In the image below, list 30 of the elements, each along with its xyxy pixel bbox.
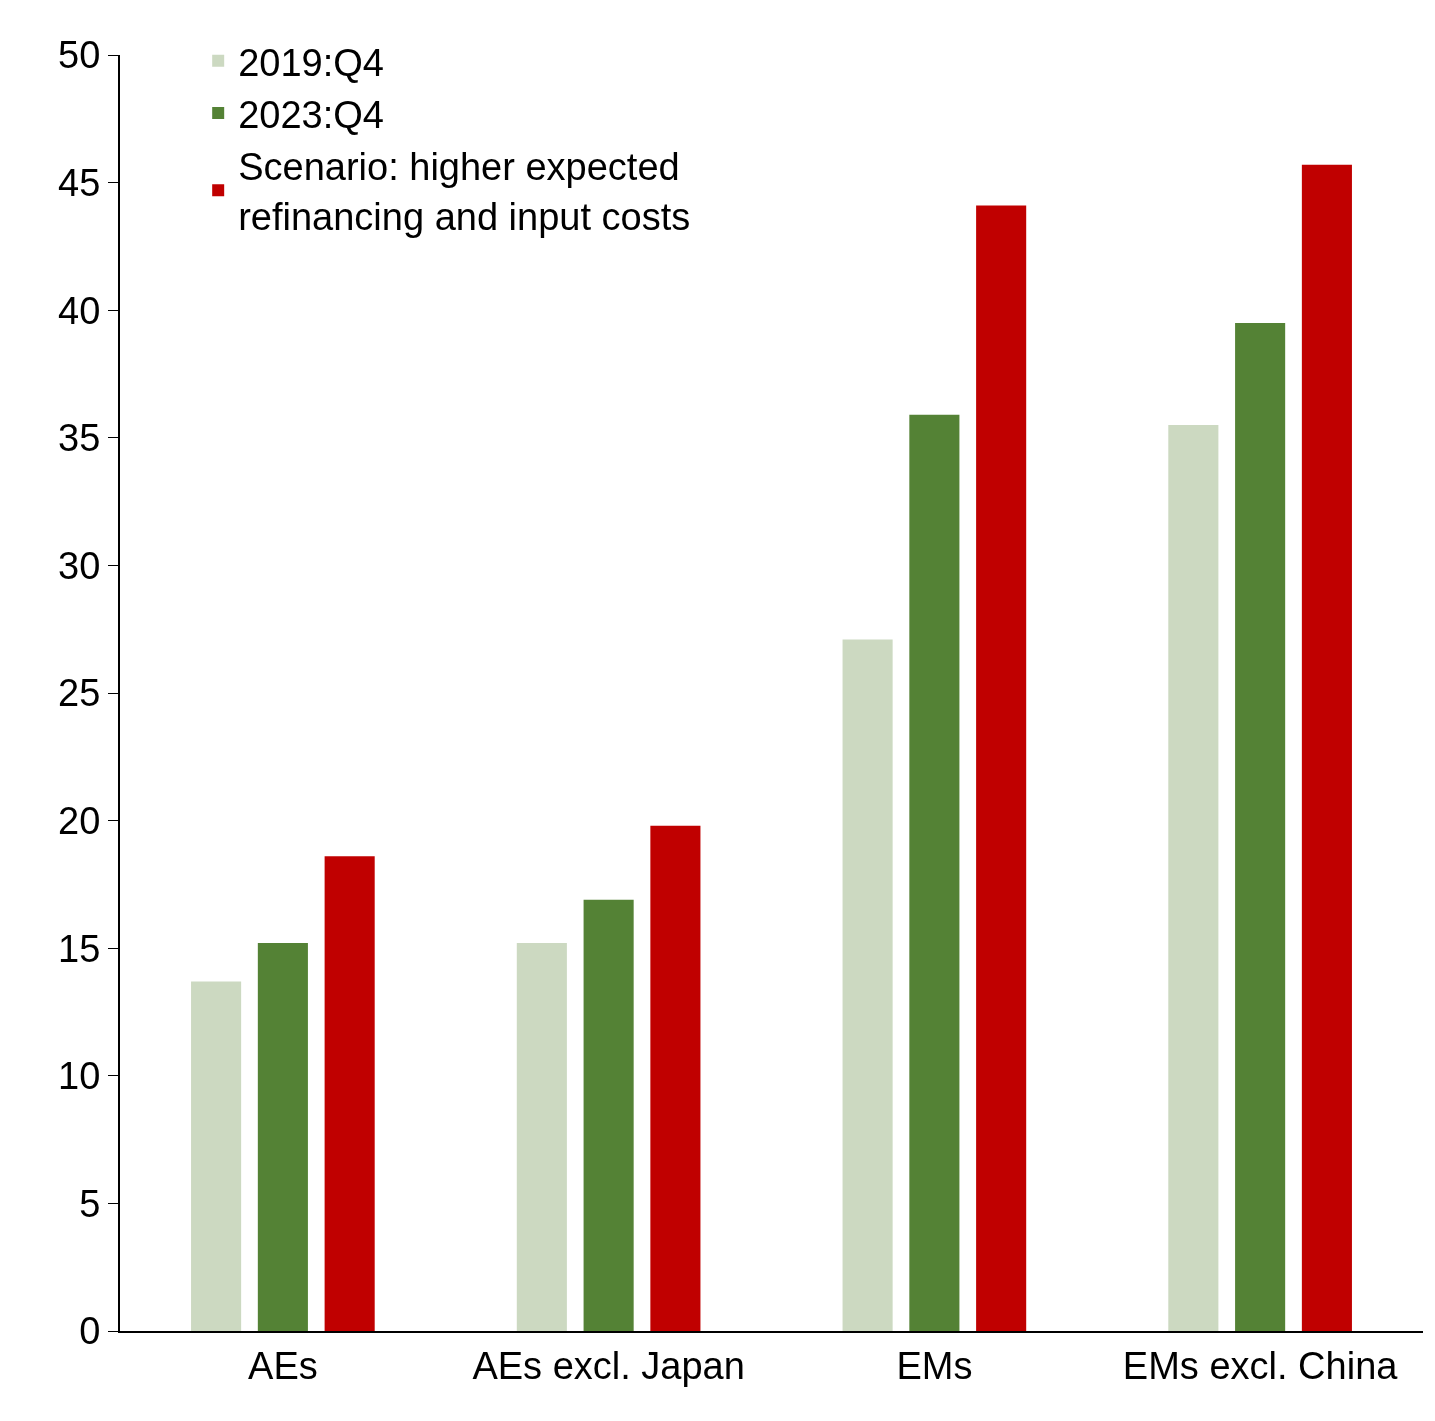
y-tick-label: 15 — [58, 927, 101, 970]
bar — [1168, 425, 1219, 1331]
bar — [1301, 164, 1352, 1331]
legend-label: Scenario: higher expected refinancing and input costs — [238, 146, 691, 238]
x-tick-label: AEs excl. Japan — [472, 1344, 745, 1387]
legend-label: 2023:Q4 — [238, 93, 384, 136]
legend-label: 2019:Q4 — [238, 41, 384, 84]
y-tick-label: 30 — [58, 544, 101, 587]
x-tick-label: EMs — [896, 1344, 973, 1387]
bar — [909, 414, 960, 1331]
bar — [583, 899, 634, 1331]
y-tick-label: 5 — [79, 1182, 101, 1225]
bar — [1235, 322, 1286, 1331]
bar — [976, 205, 1027, 1331]
y-tick-label: 35 — [58, 417, 101, 460]
y-tick-label: 0 — [79, 1310, 101, 1353]
x-tick-label: AEs — [248, 1344, 318, 1387]
y-tick-label: 10 — [58, 1055, 101, 1098]
bar — [516, 943, 567, 1331]
bar — [191, 981, 242, 1331]
y-tick-label: 50 — [58, 34, 101, 77]
y-tick-label: 40 — [58, 289, 101, 332]
bar — [257, 943, 308, 1331]
bar — [324, 856, 375, 1331]
y-tick-label: 25 — [58, 672, 101, 715]
y-tick-label: 45 — [58, 161, 101, 204]
x-tick-label: EMs excl. China — [1122, 1344, 1399, 1387]
bar — [650, 825, 701, 1331]
y-tick-label: 20 — [58, 799, 101, 842]
bar — [842, 639, 893, 1331]
